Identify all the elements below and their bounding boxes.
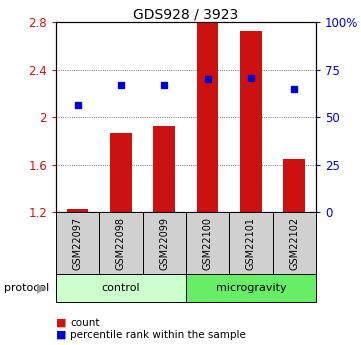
Text: microgravity: microgravity [216, 283, 286, 293]
Text: count: count [70, 318, 100, 327]
Bar [240, 31, 262, 212]
Text: ■: ■ [56, 330, 66, 339]
Bar [229, 212, 273, 274]
Bar [56, 212, 99, 274]
Title: GDS928 / 3923: GDS928 / 3923 [133, 7, 239, 21]
Text: GSM22097: GSM22097 [73, 217, 83, 270]
Bar [67, 209, 88, 212]
Bar [110, 133, 132, 212]
Text: GSM22099: GSM22099 [159, 217, 169, 270]
Bar [273, 212, 316, 274]
Text: GSM22098: GSM22098 [116, 217, 126, 270]
Text: control: control [102, 283, 140, 293]
Bar [283, 159, 305, 212]
Bar [186, 274, 316, 302]
Bar [143, 212, 186, 274]
Text: protocol: protocol [4, 283, 49, 293]
Text: GSM22102: GSM22102 [289, 217, 299, 270]
Bar [99, 212, 143, 274]
Text: percentile rank within the sample: percentile rank within the sample [70, 330, 246, 339]
Bar [186, 212, 229, 274]
Text: GSM22100: GSM22100 [203, 217, 213, 270]
Text: ■: ■ [56, 318, 66, 327]
Bar [56, 274, 186, 302]
Text: ▶: ▶ [37, 282, 46, 295]
Bar [153, 126, 175, 212]
Bar [197, 22, 218, 212]
Text: GSM22101: GSM22101 [246, 217, 256, 270]
